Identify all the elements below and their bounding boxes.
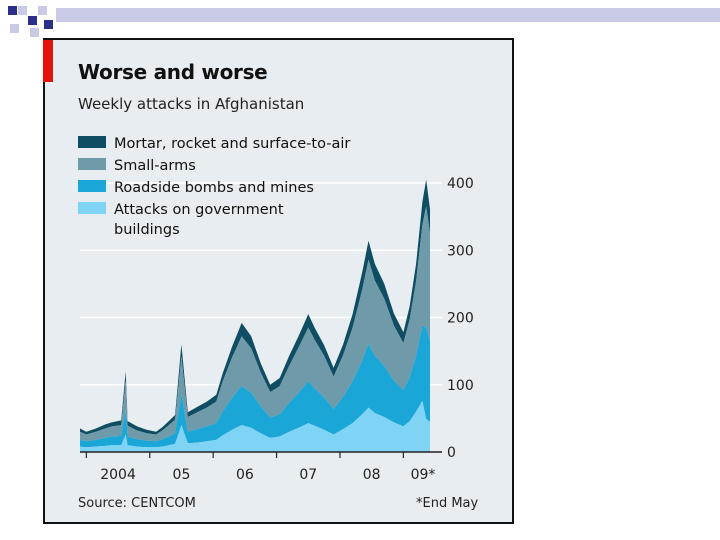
x-tick-label: 05 (173, 467, 191, 483)
legend-label: Small-arms (114, 158, 196, 174)
x-tick-label: 2004 (100, 467, 136, 483)
legend-swatch (78, 180, 106, 192)
deco-square (28, 16, 37, 25)
red-tab-accent (43, 40, 53, 82)
area-series (80, 179, 430, 452)
area-2 (80, 325, 430, 448)
area-3 (80, 400, 430, 452)
x-tick-labels: 2004 05 06 07 08 09* (100, 467, 435, 483)
legend-label: Attacks on government buildings (114, 202, 284, 238)
x-tick-label: 06 (236, 467, 254, 483)
x-tick-label: 09* (411, 467, 436, 483)
deco-square (18, 6, 27, 15)
legend-swatch (78, 136, 106, 148)
chart-subtitle: Weekly attacks in Afghanistan (78, 95, 305, 113)
legend: Mortar, rocket and surface-to-air Small-a… (78, 136, 350, 238)
y-tick-label: 0 (447, 445, 456, 461)
legend-swatch (78, 202, 106, 214)
legend-label: Roadside bombs and mines (114, 180, 314, 196)
area-1 (80, 206, 430, 442)
x-axis (80, 451, 442, 458)
source-note: Source: CENTCOM (78, 496, 196, 511)
chart-title: Worse and worse (78, 60, 268, 84)
y-tick-label: 300 (447, 243, 474, 259)
deco-square (44, 20, 53, 29)
decorative-squares (8, 6, 720, 37)
x-tick-label: 07 (299, 467, 317, 483)
x-tick-label: 08 (363, 467, 381, 483)
legend-swatch (78, 158, 106, 170)
deco-bar (56, 8, 720, 22)
legend-label: Mortar, rocket and surface-to-air (114, 136, 350, 152)
deco-square (10, 24, 19, 33)
y-tick-labels: 0 100 200 300 400 (447, 176, 474, 461)
y-tick-label: 200 (447, 311, 474, 327)
footnote: *End May (416, 496, 479, 511)
y-tick-label: 400 (447, 176, 474, 192)
y-tick-label: 100 (447, 378, 474, 394)
deco-square (38, 6, 47, 15)
deco-square (8, 6, 17, 15)
deco-square (30, 28, 39, 37)
